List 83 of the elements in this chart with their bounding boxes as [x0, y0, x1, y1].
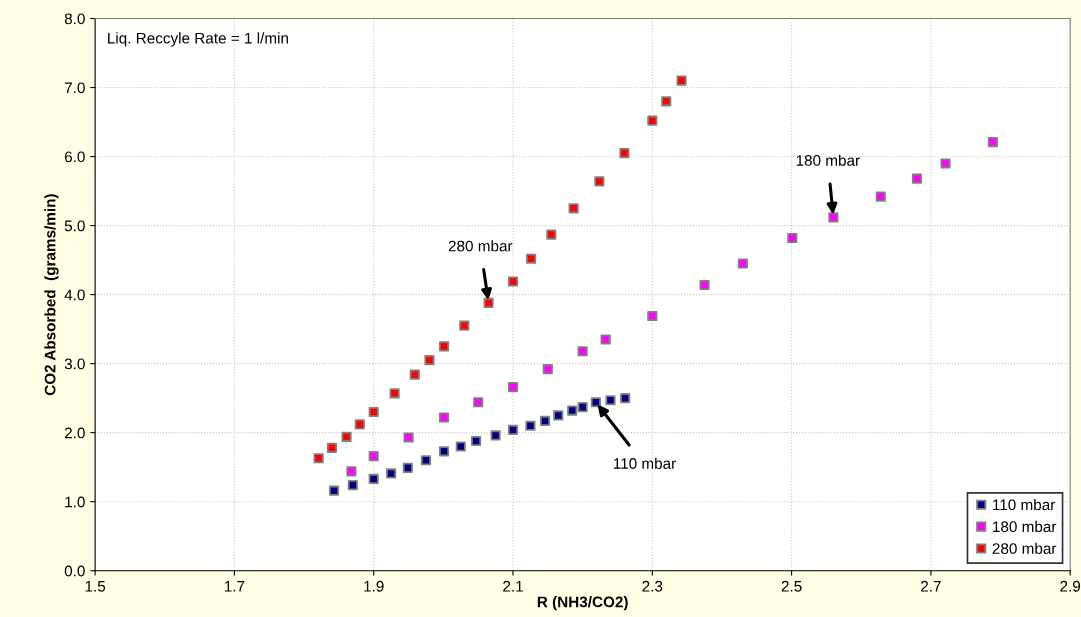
x-tick-label: 2.9	[1060, 580, 1081, 592]
x-tick-label: 2.3	[642, 580, 663, 592]
point	[619, 148, 630, 159]
point	[737, 258, 748, 269]
point	[346, 466, 357, 477]
point	[328, 485, 340, 496]
point	[438, 341, 450, 352]
point	[471, 435, 482, 447]
point	[507, 424, 519, 435]
annotation: 110 mbar	[613, 457, 676, 469]
legend-label: 180 mbar	[993, 520, 1057, 533]
y-tick-label: 4.0	[64, 289, 85, 301]
point	[647, 310, 658, 322]
point	[539, 415, 551, 427]
y-axis-title: CO2 Absorbed (grams/min)	[44, 194, 59, 396]
legend-label: 110 mbar	[993, 498, 1056, 511]
point	[647, 115, 658, 126]
x-tick-label: 1.7	[224, 581, 245, 592]
point	[368, 451, 379, 462]
legend-label: 280 mbar	[992, 542, 1057, 554]
point	[368, 473, 379, 484]
point	[661, 96, 672, 107]
point	[911, 173, 923, 184]
y-tick-label: 2.0	[64, 427, 85, 439]
point	[459, 320, 470, 331]
x-axis-title: R (NH3/CO2)	[537, 596, 628, 611]
point	[987, 136, 998, 148]
point	[577, 402, 588, 413]
point	[699, 279, 710, 291]
point	[525, 420, 536, 431]
point	[424, 355, 435, 366]
point	[507, 382, 519, 393]
point	[402, 462, 413, 473]
point	[438, 412, 450, 423]
annotation: 280 mbar	[448, 240, 513, 252]
point	[526, 253, 537, 264]
point	[875, 191, 886, 202]
x-tick-label: 2.1	[503, 580, 523, 592]
x-tick-label: 1.9	[364, 580, 384, 592]
y-tick-label: 6.0	[64, 151, 85, 163]
point	[483, 297, 494, 308]
point	[542, 364, 553, 375]
point	[546, 229, 557, 240]
annotation: Liq. Reccyle Rate = 1 l/min	[108, 32, 288, 47]
point	[676, 75, 687, 86]
point	[577, 346, 588, 357]
point	[313, 453, 324, 464]
point	[347, 480, 358, 491]
point	[386, 468, 397, 479]
annotation: 180 mbar	[796, 154, 860, 166]
point	[409, 369, 420, 380]
x-tick-label: 2.7	[921, 580, 941, 592]
y-tick-label: 0.0	[64, 565, 85, 577]
point	[567, 405, 578, 416]
point	[940, 158, 951, 169]
point	[553, 410, 564, 421]
point	[368, 406, 379, 418]
point	[590, 397, 601, 408]
y-tick-label: 7.0	[64, 82, 85, 94]
point	[354, 419, 365, 430]
point	[473, 397, 484, 408]
point	[455, 441, 466, 452]
point	[828, 212, 839, 223]
y-tick-label: 1.0	[65, 496, 85, 508]
point	[620, 393, 631, 404]
point	[420, 455, 432, 466]
x-tick-label: 1.5	[85, 581, 106, 592]
point	[600, 334, 611, 345]
y-tick-label: 8.0	[64, 13, 85, 25]
y-tick-label: 3.0	[64, 358, 85, 370]
y-tick-label: 5.0	[64, 220, 85, 232]
point	[403, 432, 414, 443]
point	[594, 176, 605, 187]
point	[490, 430, 501, 441]
point	[787, 232, 798, 244]
point	[507, 276, 519, 287]
point	[438, 446, 450, 457]
point	[389, 388, 400, 399]
point	[341, 431, 352, 442]
x-tick-label: 2.5	[781, 580, 802, 592]
point	[568, 203, 579, 214]
point	[605, 395, 616, 406]
point	[326, 442, 338, 453]
